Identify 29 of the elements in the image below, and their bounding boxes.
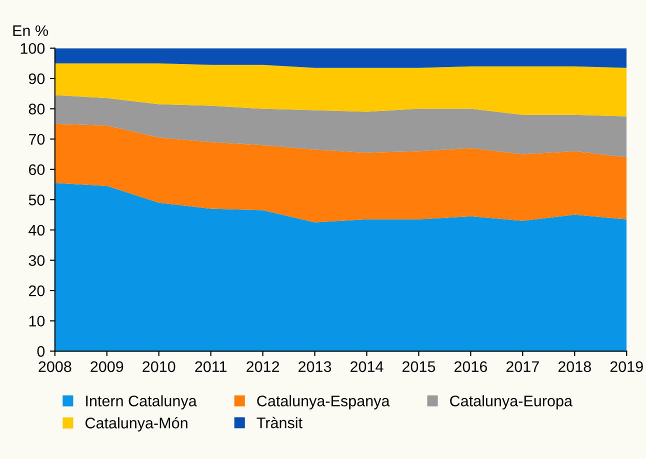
legend-label: Intern Catalunya xyxy=(86,395,197,410)
y-tick-label: 10 xyxy=(29,316,45,327)
y-tick-label: 20 xyxy=(28,285,45,296)
y-tick-label: 80 xyxy=(28,104,45,114)
y-tick-label: 60 xyxy=(28,164,45,176)
x-tick-label: 2014 xyxy=(350,361,384,372)
y-axis-title: En % xyxy=(13,25,48,36)
y-tick-label: 50 xyxy=(28,194,45,206)
y-tick-label: 40 xyxy=(28,224,45,236)
x-tick-label: 2017 xyxy=(506,361,539,372)
y-tick-label: 70 xyxy=(28,134,45,145)
y-tick-label: 30 xyxy=(28,255,45,266)
y-tick-label: 90 xyxy=(28,73,45,84)
x-tick-label: 2013 xyxy=(298,361,332,372)
x-tick-label: 2018 xyxy=(558,361,591,372)
legend-label: Trànsit xyxy=(256,416,302,428)
x-tick-label: 2010 xyxy=(142,361,176,372)
x-tick-label: 2011 xyxy=(195,361,227,372)
y-tick-label: 100 xyxy=(20,43,45,54)
x-tick-label: 2009 xyxy=(90,361,124,372)
x-tick-label: 2016 xyxy=(454,361,488,372)
legend-label: Catalunya-Món xyxy=(86,417,188,432)
x-tick-label: 2008 xyxy=(38,361,72,372)
x-tick-label: 2019 xyxy=(610,361,643,372)
x-tick-label: 2015 xyxy=(402,361,436,372)
x-tick-label: 2012 xyxy=(246,361,280,372)
y-tick-label: 0 xyxy=(37,346,45,357)
legend-label: Catalunya-Espanya xyxy=(257,395,390,410)
legend-label: Catalunya-Europa xyxy=(450,395,572,410)
